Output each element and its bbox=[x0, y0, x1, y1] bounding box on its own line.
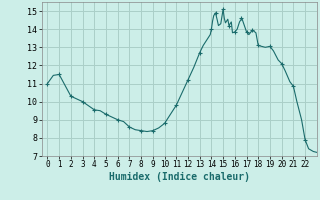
X-axis label: Humidex (Indice chaleur): Humidex (Indice chaleur) bbox=[109, 172, 250, 182]
